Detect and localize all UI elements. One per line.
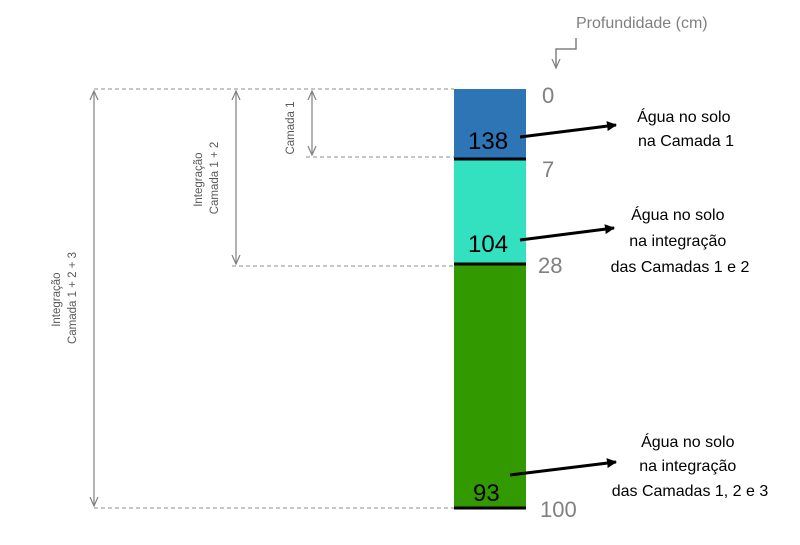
layer-2-block xyxy=(454,159,526,264)
bracket-label-layers-1-2-3: Integração Camada 1 + 2 + 3 xyxy=(51,252,79,344)
unit-pointer-arrow xyxy=(556,38,577,68)
layer-1-block xyxy=(454,89,526,159)
annotation-arrow-layers-1-2-3 xyxy=(509,458,617,477)
depth-unit-label: Profundidade (cm) xyxy=(576,15,708,32)
annotation-text-layers-1-2: Água no solo na integração das Camadas 1… xyxy=(611,205,750,276)
layer-2-value: 104 xyxy=(468,231,508,258)
annotation-text-layer-1: Água no solo na Camada 1 xyxy=(637,107,735,150)
layer-3-block xyxy=(454,264,526,508)
bracket-label-layer-1: Camada 1 xyxy=(285,101,297,154)
depth-label-28: 28 xyxy=(538,253,562,278)
bracket-label-layers-1-2: Integração Camada 1 + 2 xyxy=(193,142,221,215)
depth-label-100: 100 xyxy=(540,497,577,522)
annotation-arrow-layers-1-2 xyxy=(519,224,615,242)
depth-label-7: 7 xyxy=(542,157,554,182)
annotation-arrow-layer-1 xyxy=(519,121,617,139)
layer-3-value: 93 xyxy=(473,480,500,507)
layer-1-value: 138 xyxy=(468,128,508,155)
annotation-text-layers-1-2-3: Água no solo na integração das Camadas 1… xyxy=(612,432,769,500)
depth-label-0: 0 xyxy=(542,83,554,108)
